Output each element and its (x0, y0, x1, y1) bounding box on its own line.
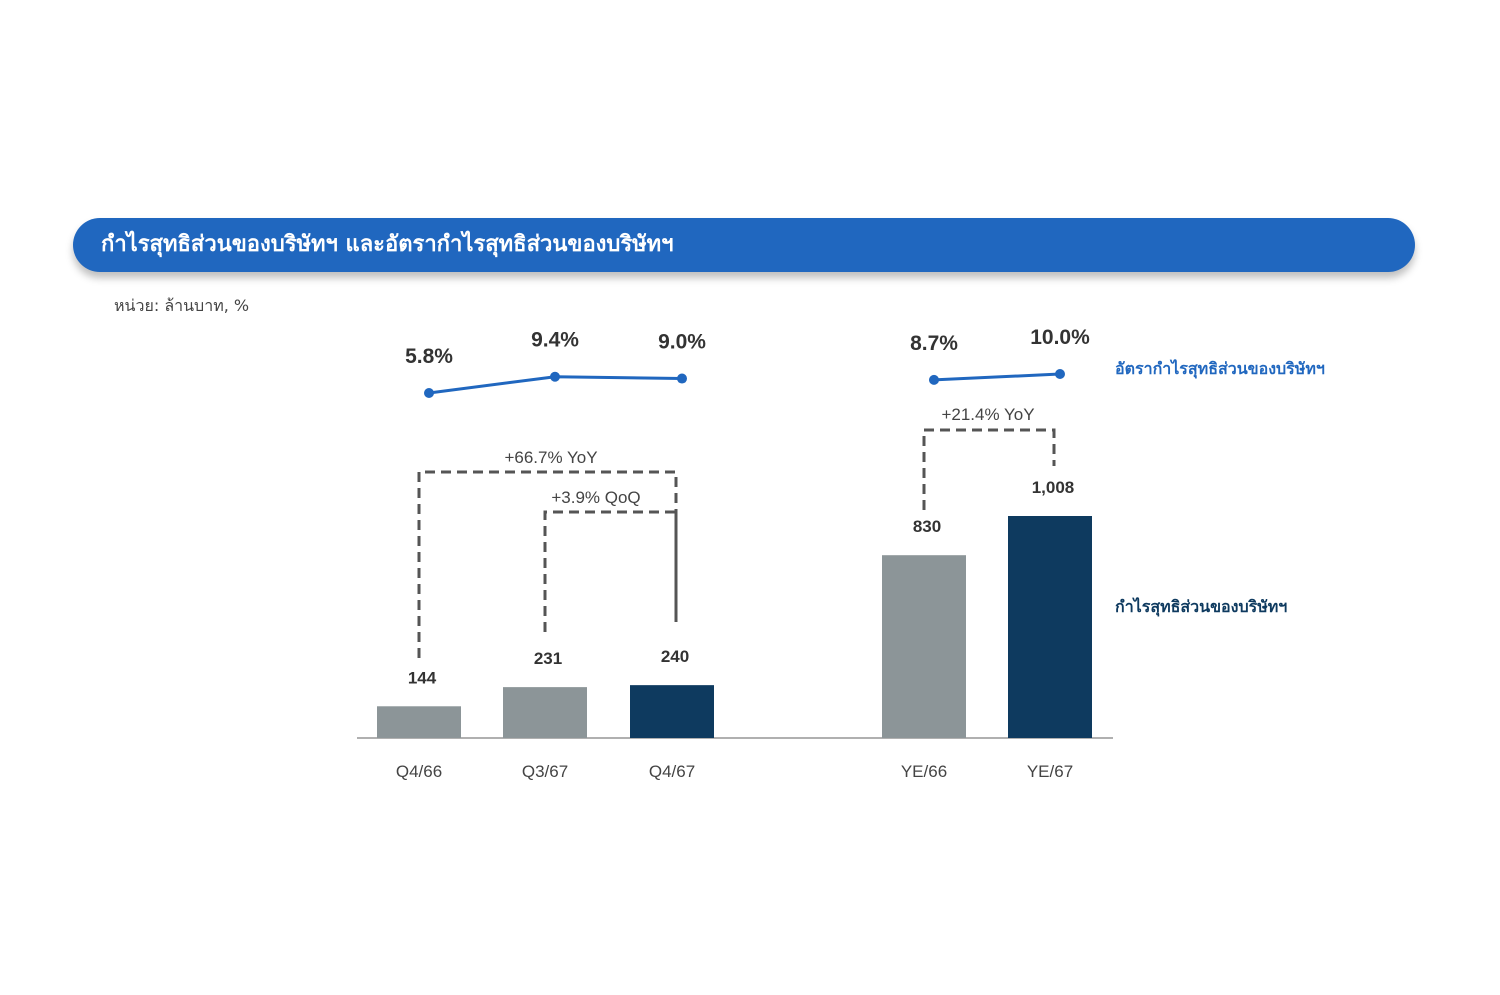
header-bar: กำไรสุทธิส่วนของบริษัทฯ และอัตรากำไรสุทธ… (73, 218, 1415, 272)
margin-point (550, 371, 560, 382)
x-tick-label: Q4/66 (396, 762, 442, 781)
bracket-yoy-quarter (417, 470, 678, 658)
bar-q4-67 (630, 685, 714, 738)
margin-value-label: 8.7% (910, 332, 958, 355)
margin-value-label: 9.0% (658, 331, 706, 354)
margin-value-label: 9.4% (531, 329, 579, 352)
x-tick-label: YE/66 (901, 762, 947, 781)
margin-value-label: 10.0% (1030, 326, 1090, 349)
bar-q4-66 (377, 706, 461, 738)
bar-value-label: 1,008 (1032, 478, 1075, 497)
margin-line-2 (933, 372, 1061, 382)
legend-profit: กำไรสุทธิส่วนของบริษัทฯ (1115, 597, 1287, 617)
page-title: กำไรสุทธิส่วนของบริษัทฯ และอัตรากำไรสุทธ… (101, 232, 674, 257)
bar-value-label: 231 (534, 649, 562, 668)
bar-value-label: 144 (408, 668, 437, 687)
bracket-qoq (543, 510, 678, 632)
x-tick-label: YE/67 (1027, 762, 1073, 781)
bar-ye-67 (1008, 516, 1092, 738)
annotation-yoy-year: +21.4% YoY (941, 405, 1034, 424)
bar-value-label: 240 (661, 647, 689, 666)
legend-margin: อัตรากำไรสุทธิส่วนของบริษัทฯ (1115, 359, 1325, 379)
bar-ye-66 (882, 555, 966, 738)
margin-point (677, 373, 687, 384)
margin-point (1055, 369, 1065, 380)
bar-q3-67 (503, 687, 587, 738)
annotation-yoy-quarter: +66.7% YoY (504, 448, 597, 467)
margin-point (929, 374, 939, 385)
bar-value-label: 830 (913, 517, 941, 536)
x-tick-label: Q4/67 (649, 762, 695, 781)
bracket-yoy-year (922, 428, 1056, 510)
annotation-qoq: +3.9% QoQ (551, 488, 640, 507)
unit-label: หน่วย: ล้านบาท, % (114, 296, 250, 315)
margin-point (424, 388, 434, 398)
x-tick-label: Q3/67 (522, 762, 568, 781)
margin-value-label: 5.8% (405, 345, 453, 368)
